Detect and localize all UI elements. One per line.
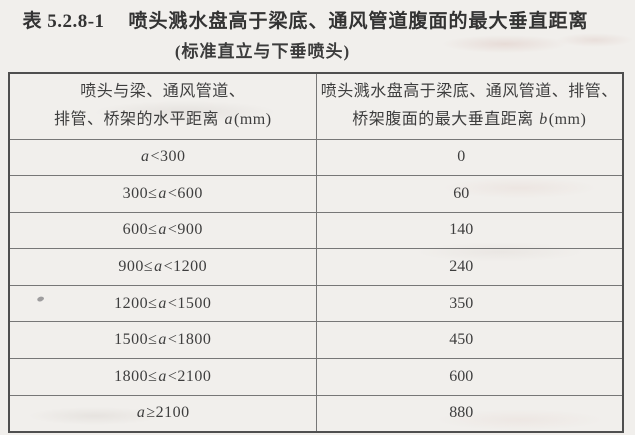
table-row: 1200≤a<1500 350 bbox=[8, 284, 624, 323]
variable-a: a bbox=[158, 367, 167, 385]
variable-a: a bbox=[158, 294, 167, 312]
range-cell: 1200≤a<1500 bbox=[8, 284, 317, 323]
table-row: a≥2100 880 bbox=[8, 394, 624, 433]
range-cell: 1500≤a<1800 bbox=[8, 321, 317, 360]
col-header-vertical-distance: 喷头溅水盘高于梁底、通风管道、排管、 桥架腹面的最大垂直距离 b(mm) bbox=[315, 72, 624, 140]
table-row: 1500≤a<1800 450 bbox=[8, 321, 624, 360]
header-row: 喷头与梁、通风管道、 排管、桥架的水平距离 a(mm) 喷头溅水盘高于梁底、通风… bbox=[8, 72, 624, 140]
variable-a: a bbox=[154, 258, 163, 276]
table-subtitle: (标准直立与下垂喷头) bbox=[174, 42, 351, 61]
table-caption: 表 5.2.8-1 喷头溅水盘高于梁底、通风管道腹面的最大垂直距离 bbox=[0, 6, 623, 33]
range-cell: 600≤a<900 bbox=[8, 211, 317, 250]
header-right-line1: 喷头溅水盘高于梁底、通风管道、排管、 bbox=[320, 83, 618, 101]
table-number: 表 5.2.8-1 bbox=[22, 11, 105, 32]
value-cell: 240 bbox=[315, 248, 624, 286]
value-cell: 880 bbox=[315, 394, 624, 433]
distance-table: 喷头与梁、通风管道、 排管、桥架的水平距离 a(mm) 喷头溅水盘高于梁底、通风… bbox=[8, 72, 624, 433]
variable-a: a bbox=[136, 404, 146, 422]
col-header-horizontal-distance: 喷头与梁、通风管道、 排管、桥架的水平距离 a(mm) bbox=[8, 72, 317, 140]
table-row: 600≤a<900 140 bbox=[8, 211, 624, 250]
table-row: 1800≤a<2100 600 bbox=[8, 358, 624, 396]
header-left-line1: 喷头与梁、通风管道、 bbox=[80, 83, 246, 101]
range-cell: 900≤a<1200 bbox=[8, 248, 317, 286]
range-cell: a≥2100 bbox=[8, 394, 317, 433]
value-cell: 450 bbox=[315, 321, 624, 360]
header-right-line2: 桥架腹面的最大垂直距离 b(mm) bbox=[352, 111, 587, 129]
range-cell: 1800≤a<2100 bbox=[8, 358, 317, 396]
range-cell: a<300 bbox=[8, 138, 317, 177]
variable-a: a bbox=[224, 111, 233, 129]
variable-a: a bbox=[158, 221, 167, 239]
value-cell: 600 bbox=[315, 358, 624, 396]
table-row: 300≤a<600 60 bbox=[8, 175, 624, 213]
value-cell: 60 bbox=[315, 175, 624, 213]
variable-a: a bbox=[140, 148, 150, 166]
variable-b: b bbox=[539, 111, 548, 129]
variable-a: a bbox=[158, 331, 167, 349]
table-row: a<300 0 bbox=[8, 138, 624, 177]
header-left-line2: 排管、桥架的水平距离 a(mm) bbox=[53, 111, 272, 129]
table-title: 喷头溅水盘高于梁底、通风管道腹面的最大垂直距离 bbox=[128, 11, 589, 32]
value-cell: 0 bbox=[315, 138, 624, 177]
value-cell: 350 bbox=[315, 284, 624, 323]
variable-a: a bbox=[158, 184, 167, 202]
range-cell: 300≤a<600 bbox=[8, 175, 317, 213]
value-cell: 140 bbox=[315, 211, 624, 250]
table-row: 900≤a<1200 240 bbox=[8, 248, 624, 286]
